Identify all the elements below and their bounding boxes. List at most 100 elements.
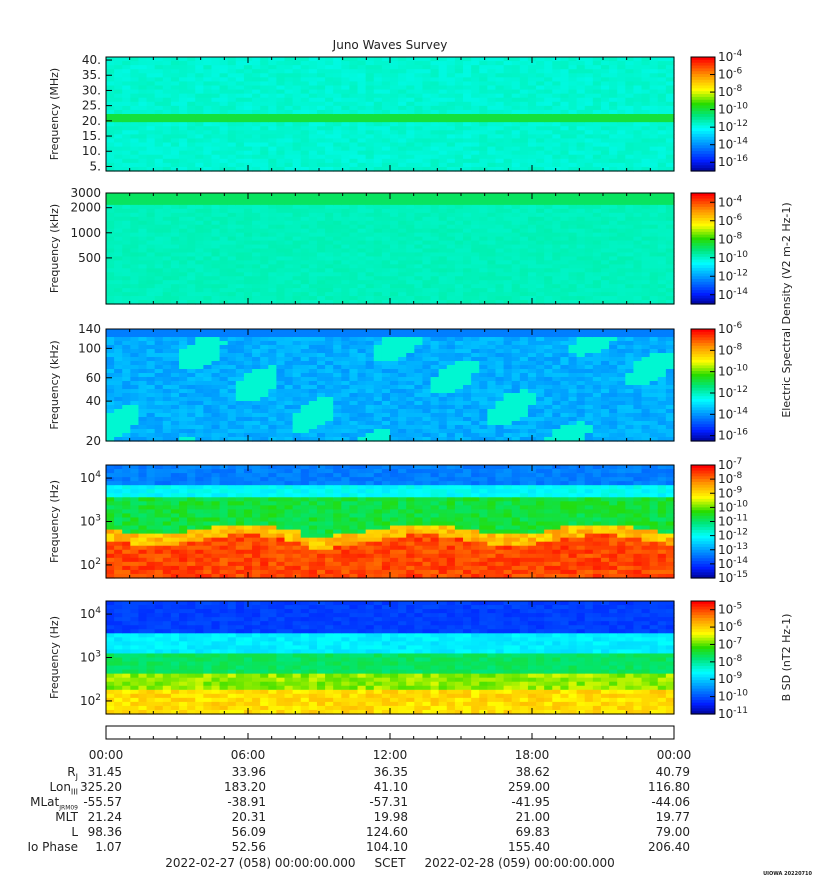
spectrogram-cell [560, 105, 570, 111]
spectrogram-cell [438, 220, 448, 226]
spectrogram-cell [106, 260, 115, 265]
spectrogram-cell [414, 166, 424, 172]
spectrogram-cell [373, 166, 383, 172]
spectrogram-cell [146, 212, 156, 218]
spectrogram-cell [260, 389, 269, 394]
spectrogram-cell [560, 146, 570, 152]
spectrogram-cell [284, 248, 294, 254]
spectrogram-cell [179, 260, 188, 265]
spectrogram-cell [284, 264, 294, 269]
spectrogram-cell [146, 158, 156, 164]
spectrogram-cell [300, 300, 310, 305]
spectrogram-cell [341, 134, 351, 140]
spectrogram-cell [235, 57, 245, 62]
spectrogram-cell [276, 276, 286, 281]
spectrogram-cell [333, 162, 342, 168]
spectrogram-cell [398, 276, 407, 281]
spectrogram-cell [316, 166, 326, 172]
spectrogram-cell [243, 146, 253, 152]
spectrogram-cell [479, 212, 488, 218]
spectrogram-cell [195, 381, 204, 386]
spectrogram-cell [422, 146, 432, 152]
spectrogram-cell [122, 162, 131, 168]
spectrogram-cell [187, 212, 196, 218]
spectrogram-cell [260, 240, 269, 246]
spectrogram-cell [260, 292, 269, 297]
spectrogram-cell [349, 166, 359, 172]
spectrogram-cell [536, 284, 545, 289]
spectrogram-cell [357, 134, 367, 140]
spectrogram-cell [203, 236, 213, 242]
spectrogram-cell [308, 413, 318, 418]
spectrogram-cell [154, 272, 164, 277]
spectrogram-cell [641, 162, 651, 168]
spectrogram-cell [235, 425, 245, 430]
spectrogram-cell [600, 61, 610, 66]
spectrogram-cell [430, 142, 440, 148]
spectrogram-cell [235, 361, 245, 366]
spectrogram-cell [657, 220, 667, 226]
spectrogram-cell [503, 65, 513, 70]
spectrogram-cell [170, 93, 180, 99]
spectrogram-cell [162, 284, 172, 289]
spectrogram-cell [471, 146, 480, 152]
spectrogram-cell [162, 272, 172, 277]
spectrogram-cell [300, 232, 310, 238]
spectrogram-cell [471, 292, 480, 297]
spectrogram-cell [227, 162, 237, 168]
spectrogram-cell [179, 385, 188, 390]
spectrogram-cell [584, 162, 594, 168]
spectrogram-cell [398, 193, 407, 198]
spectrogram-cell [390, 114, 399, 119]
spectrogram-cell [471, 268, 480, 273]
spectrogram-cell [341, 114, 351, 119]
spectrogram-cell [154, 208, 164, 214]
spectrogram-cell [625, 280, 635, 285]
spectrogram-cell [211, 413, 221, 418]
spectrogram-cell [243, 69, 253, 74]
spectrogram-cell [357, 280, 367, 285]
spectrogram-cell [316, 130, 326, 135]
spectrogram-cell [357, 154, 367, 160]
spectrogram-cell [219, 296, 229, 301]
spectrogram-cell [268, 252, 277, 258]
spectrogram-cell [625, 252, 635, 258]
spectrogram-cell [576, 162, 586, 168]
spectrogram-cell [552, 118, 561, 123]
spectrogram-cell [276, 236, 286, 242]
spectrogram-cell [633, 296, 643, 301]
spectrogram-cell [203, 138, 213, 144]
spectrogram-cell [519, 212, 529, 218]
spectrogram-cell [471, 126, 480, 131]
spectrogram-cell [276, 349, 286, 354]
spectrogram-cell [138, 405, 148, 410]
spectrogram-cell [633, 252, 643, 258]
spectrogram-cell [519, 146, 529, 152]
spectrogram-cell [130, 166, 140, 172]
spectrogram-cell [195, 204, 204, 210]
spectrogram-cell [325, 268, 334, 273]
spectrogram-cell [414, 154, 424, 160]
spectrogram-cell [381, 142, 391, 148]
spectrogram-cell [300, 393, 310, 398]
spectrogram-cell [106, 397, 115, 402]
spectrogram-cell [390, 146, 399, 152]
spectrogram-cell [357, 97, 367, 103]
spectrogram-cell [373, 65, 383, 70]
spectrogram-cell [268, 142, 277, 148]
spectrogram-cell [243, 268, 253, 273]
spectrogram-cell [154, 329, 164, 334]
spectrogram-cell [106, 158, 115, 164]
spectrogram-cell [633, 93, 643, 99]
spectrogram-cell [536, 57, 545, 62]
colorbar-swatch [691, 71, 715, 75]
spectrogram-cell [316, 377, 326, 382]
spectrogram-cell [625, 138, 635, 144]
spectrogram-cell [130, 77, 140, 83]
spectrogram-cell [609, 61, 618, 66]
spectrogram-cell [357, 77, 367, 83]
spectrogram-cell [414, 93, 424, 99]
spectrogram-cell [560, 252, 570, 258]
spectrogram-cell [576, 300, 586, 305]
spectrogram-cell [341, 162, 351, 168]
